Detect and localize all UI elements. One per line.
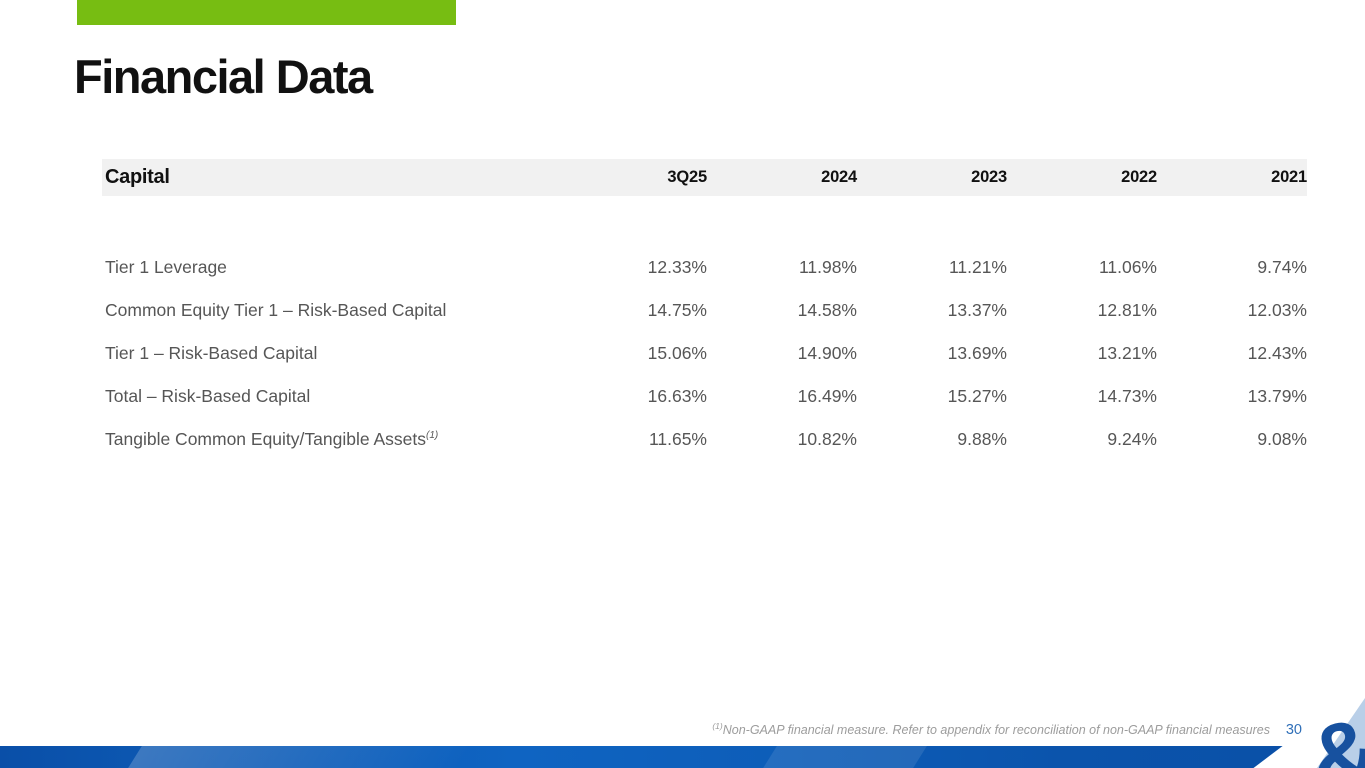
cell-value: 11.21% [948,257,1007,277]
table-header-label: Capital [105,166,170,188]
table-row: Tier 1 – Risk-Based Capital 15.06% 14.90… [102,332,1307,375]
row-label-superscript: (1) [426,430,439,442]
page-title: Financial Data [74,50,373,103]
footnote: (1)Non-GAAP financial measure. Refer to … [712,721,1270,737]
column-header-3q25: 3Q25 [667,168,707,186]
cell-value: 15.27% [947,386,1007,406]
row-label-text: Tier 1 Leverage [105,257,227,277]
table-header-row: Capital 3Q25 2024 2023 2022 2021 [102,159,1307,196]
cell-value: 12.03% [1247,300,1307,320]
bottom-accent-band [0,746,1365,768]
table-row: Common Equity Tier 1 – Risk-Based Capita… [102,289,1307,332]
table-body: Tier 1 Leverage 12.33% 11.98% 11.21% 11.… [102,246,1307,461]
band-highlight [128,746,472,768]
cell-value: 9.24% [1107,429,1157,449]
row-label-text: Tier 1 – Risk-Based Capital [105,343,318,363]
cell-value: 11.65% [648,429,707,449]
row-label-text: Common Equity Tier 1 – Risk-Based Capita… [105,300,447,320]
accent-bar [77,0,456,25]
table-row: Tangible Common Equity/Tangible Assets(1… [102,418,1307,461]
cell-value: 14.58% [797,300,857,320]
cell-value: 14.75% [647,300,707,320]
capital-table: Capital 3Q25 2024 2023 2022 2021 Tier 1 … [102,159,1307,461]
cell-value: 15.06% [647,343,707,363]
row-label: Tier 1 Leverage [102,257,557,278]
cell-value: 11.06% [1098,257,1157,277]
cell-value: 12.43% [1247,343,1307,363]
cell-value: 14.90% [797,343,857,363]
column-header-2023: 2023 [971,168,1007,186]
table-row: Total – Risk-Based Capital 16.63% 16.49%… [102,375,1307,418]
band-highlight [763,746,927,768]
cell-value: 13.37% [947,300,1007,320]
cell-value: 12.81% [1097,300,1157,320]
cell-value: 9.88% [957,429,1007,449]
cell-value: 16.63% [647,386,707,406]
column-header-2021: 2021 [1271,168,1307,186]
footnote-superscript: (1) [712,721,723,731]
cell-value: 12.33% [647,257,707,277]
table-row: Tier 1 Leverage 12.33% 11.98% 11.21% 11.… [102,246,1307,289]
ampersand-logo-icon: & [1297,695,1365,768]
cell-value: 9.74% [1257,257,1307,277]
column-header-2024: 2024 [821,168,857,186]
cell-value: 16.49% [797,386,857,406]
row-label-text: Total – Risk-Based Capital [105,386,311,406]
row-label: Common Equity Tier 1 – Risk-Based Capita… [102,300,557,321]
cell-value: 9.08% [1257,429,1307,449]
cell-value: 14.73% [1097,386,1157,406]
footnote-text: Non-GAAP financial measure. Refer to app… [722,723,1270,738]
cell-value: 13.79% [1247,386,1307,406]
cell-value: 13.21% [1097,343,1157,363]
cell-value: 13.69% [947,343,1007,363]
column-header-2022: 2022 [1121,168,1157,186]
row-label: Tier 1 – Risk-Based Capital [102,343,557,364]
row-label: Total – Risk-Based Capital [102,386,557,407]
row-label: Tangible Common Equity/Tangible Assets(1… [102,429,557,450]
cell-value: 11.98% [798,257,857,277]
row-label-text: Tangible Common Equity/Tangible Assets [105,429,427,449]
cell-value: 10.82% [797,429,857,449]
